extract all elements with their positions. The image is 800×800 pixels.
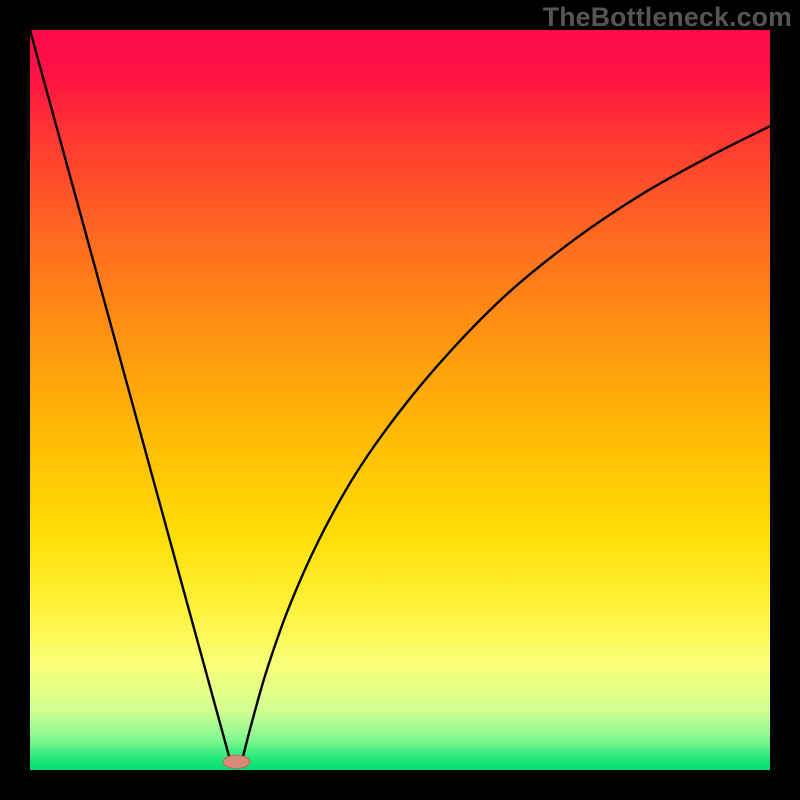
- plot-area: [30, 30, 770, 770]
- valley-marker: [223, 755, 250, 768]
- bottleneck-figure: TheBottleneck.com: [0, 0, 800, 800]
- gradient-fill-rect: [30, 30, 770, 770]
- plot-svg: [30, 30, 770, 770]
- watermark-text: TheBottleneck.com: [543, 2, 792, 33]
